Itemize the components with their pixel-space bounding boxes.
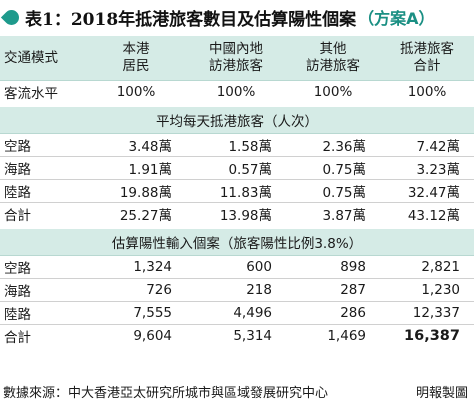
header-col-other: 其他 訪港旅客 (286, 36, 380, 81)
cell: 100% (380, 80, 474, 103)
row-label: 客流水平 (0, 80, 86, 103)
cell: 9,604 (86, 324, 186, 347)
cell: 1.58萬 (186, 133, 286, 157)
row-label: 空路 (0, 133, 86, 157)
cell: 898 (286, 255, 380, 279)
section-header-positive: 估算陽性輸入個案（旅客陽性比例3.8%） (0, 229, 474, 256)
table-row-flow: 客流水平 100% 100% 100% 100% (0, 80, 474, 103)
table-title-plan: （方案A） (358, 9, 435, 28)
data-table: 交通模式 本港 居民 中國內地 訪港旅客 其他 訪港旅客 抵港旅客 合計 客流水平 10… (0, 36, 474, 347)
cell: 100% (86, 80, 186, 103)
cell: 218 (186, 278, 286, 302)
cell: 3.48萬 (86, 133, 186, 157)
graphic-credit: 明報製圖 (415, 386, 468, 401)
cell: 7.42萬 (380, 133, 474, 157)
cell: 0.75萬 (286, 179, 380, 203)
cell: 0.57萬 (186, 156, 286, 180)
cell: 11.83萬 (186, 179, 286, 203)
title-bar: 表1：2018年抵港旅客數目及估算陽性個案 （方案A） (0, 0, 474, 34)
header-col-residents: 本港 居民 (86, 36, 186, 81)
cell: 3.87萬 (286, 202, 380, 225)
row-label: 陸路 (0, 179, 86, 203)
cell: 100% (286, 80, 380, 103)
cell: 1,324 (86, 255, 186, 279)
cell: 600 (186, 255, 286, 279)
table-row-total: 合計 25.27萬 13.98萬 3.87萬 43.12萬 (0, 202, 474, 225)
table-row: 空路 1,324 600 898 2,821 (0, 255, 474, 279)
cell: 726 (86, 278, 186, 302)
table-title: 表1：2018年抵港旅客數目及估算陽性個案 (25, 9, 357, 30)
row-label: 海路 (0, 156, 86, 180)
table-header-row: 交通模式 本港 居民 中國內地 訪港旅客 其他 訪港旅客 抵港旅客 合計 (0, 36, 474, 81)
header-col-total: 抵港旅客 合計 (380, 36, 474, 81)
data-source: 數據來源：中大香港亞太研究所城市與區域發展研究中心 (3, 386, 329, 401)
row-label: 空路 (0, 255, 86, 279)
cell: 13.98萬 (186, 202, 286, 225)
cell: 3.23萬 (380, 156, 474, 180)
table-row: 海路 1.91萬 0.57萬 0.75萬 3.23萬 (0, 156, 474, 180)
cell: 1,230 (380, 278, 474, 302)
section-title: 估算陽性輸入個案（旅客陽性比例3.8%） (0, 229, 474, 256)
cell: 19.88萬 (86, 179, 186, 203)
cell: 286 (286, 301, 380, 325)
leaf-bullet-icon (0, 6, 23, 28)
cell: 32.47萬 (380, 179, 474, 203)
cell: 2,821 (380, 255, 474, 279)
cell: 1.91萬 (86, 156, 186, 180)
cell: 1,469 (286, 324, 380, 347)
row-label: 合計 (0, 202, 86, 225)
cell: 100% (186, 80, 286, 103)
row-label: 海路 (0, 278, 86, 302)
header-corner: 交通模式 (0, 36, 86, 81)
header-col-mainland: 中國內地 訪港旅客 (186, 36, 286, 81)
cell: 4,496 (186, 301, 286, 325)
row-label: 合計 (0, 324, 86, 347)
cell: 7,555 (86, 301, 186, 325)
cell: 287 (286, 278, 380, 302)
section-header-arrivals: 平均每天抵港旅客（人次） (0, 107, 474, 134)
table-row: 空路 3.48萬 1.58萬 2.36萬 7.42萬 (0, 133, 474, 157)
table-row: 陸路 19.88萬 11.83萬 0.75萬 32.47萬 (0, 179, 474, 203)
row-label: 陸路 (0, 301, 86, 325)
table-row: 海路 726 218 287 1,230 (0, 278, 474, 302)
cell: 25.27萬 (86, 202, 186, 225)
cell: 12,337 (380, 301, 474, 325)
cell: 5,314 (186, 324, 286, 347)
table-row: 陸路 7,555 4,496 286 12,337 (0, 301, 474, 325)
cell: 0.75萬 (286, 156, 380, 180)
footer: 數據來源：中大香港亞太研究所城市與區域發展研究中心 明報製圖 (0, 380, 474, 403)
cell: 2.36萬 (286, 133, 380, 157)
table-row-total: 合計 9,604 5,314 1,469 16,387 (0, 324, 474, 347)
cell-grand-total: 16,387 (380, 324, 474, 347)
cell: 43.12萬 (380, 202, 474, 225)
section-title: 平均每天抵港旅客（人次） (0, 107, 474, 134)
